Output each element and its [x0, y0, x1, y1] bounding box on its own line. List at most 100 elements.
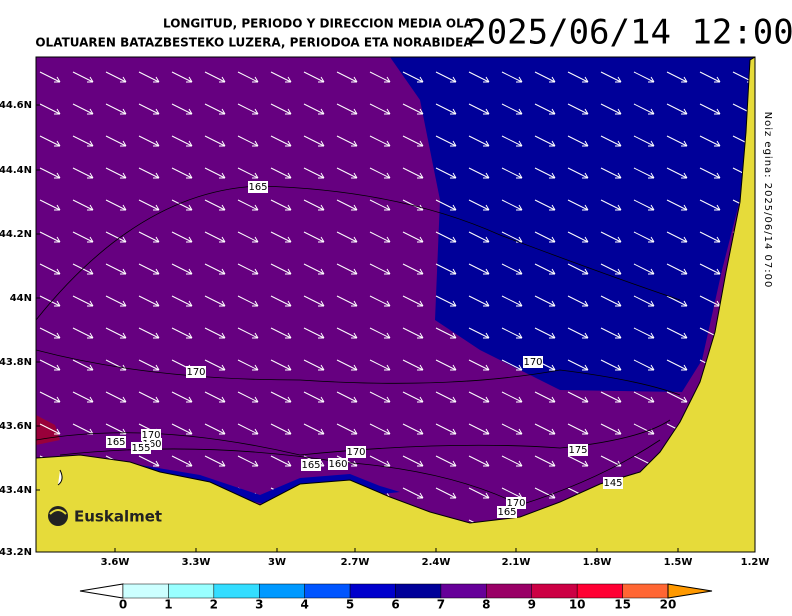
contour-label-bg: [523, 356, 543, 368]
arrow: [468, 327, 490, 339]
logo-text: Euskalmet: [74, 508, 162, 526]
arrow: [402, 327, 424, 339]
sea-blue: [390, 57, 755, 392]
arrow: [105, 231, 127, 243]
arrow: [204, 391, 226, 403]
arrow: [303, 327, 325, 339]
arrow: [633, 71, 655, 83]
arrow: [171, 263, 193, 275]
arrow: [666, 231, 688, 243]
arrow: [633, 359, 655, 371]
contour-label-bg: [186, 366, 206, 378]
arrow: [336, 263, 358, 275]
colorbar-label: 1: [164, 598, 172, 612]
arrow: [699, 71, 721, 83]
colorbar-label: 6: [391, 598, 399, 612]
arrow: [105, 263, 127, 275]
arrow: [72, 103, 94, 115]
arrow: [72, 71, 94, 83]
lat-label: 43.2N: [0, 547, 32, 558]
arrow: [138, 199, 160, 211]
arrow: [204, 199, 226, 211]
contour-label: 145: [603, 478, 622, 489]
arrow: [237, 455, 259, 467]
arrow: [270, 263, 292, 275]
arrow: [270, 295, 292, 307]
arrow: [303, 135, 325, 147]
arrow: [105, 199, 127, 211]
colorbar-high: [667, 583, 713, 599]
contour-label-bg: [568, 444, 588, 456]
arrow: [435, 327, 457, 339]
arrow: [468, 487, 490, 499]
arrow: [633, 423, 655, 435]
arrow: [567, 103, 589, 115]
logo-mark: [49, 509, 67, 515]
arrow: [237, 263, 259, 275]
arrow: [567, 199, 589, 211]
arrow: [336, 231, 358, 243]
arrow: [501, 103, 523, 115]
arrow: [336, 391, 358, 403]
lat-label: 44.6N: [0, 100, 32, 111]
arrow: [72, 135, 94, 147]
arrow: [270, 199, 292, 211]
arrow: [171, 391, 193, 403]
arrow: [105, 167, 127, 179]
arrow: [105, 71, 127, 83]
arrow: [39, 167, 61, 179]
arrow: [237, 135, 259, 147]
arrow: [138, 455, 160, 467]
colorbar-cell: [486, 583, 533, 599]
arrow: [402, 359, 424, 371]
arrow: [138, 359, 160, 371]
title-line2: OLATUAREN BATAZBESTEKO LUZERA, PERIODOA …: [35, 36, 473, 50]
arrow: [435, 263, 457, 275]
arrow: [534, 263, 556, 275]
arrow: [171, 327, 193, 339]
arrow: [72, 167, 94, 179]
arrow: [633, 231, 655, 243]
contour-label: 165: [497, 507, 516, 518]
colorbar-cell: [259, 583, 305, 599]
arrow: [534, 423, 556, 435]
arrow: [336, 359, 358, 371]
arrow: [336, 327, 358, 339]
arrow: [237, 391, 259, 403]
arrow: [204, 167, 226, 179]
arrow: [171, 167, 193, 179]
arrow: [600, 103, 622, 115]
arrow: [435, 391, 457, 403]
arrow: [600, 199, 622, 211]
arrow: [666, 359, 688, 371]
arrow: [138, 295, 160, 307]
arrow: [138, 391, 160, 403]
arrow: [468, 423, 490, 435]
arrow: [270, 423, 292, 435]
arrow: [237, 327, 259, 339]
arrow: [501, 327, 523, 339]
arrow: [633, 327, 655, 339]
arrow: [666, 295, 688, 307]
arrow: [468, 455, 490, 467]
arrow: [666, 103, 688, 115]
lat-label: 44N: [10, 293, 32, 304]
datetime: 2025/06/14 12:00: [466, 13, 792, 53]
lat-label: 44.2N: [0, 229, 32, 240]
arrow: [435, 199, 457, 211]
colorbar-label: 3: [255, 598, 263, 612]
arrow: [468, 71, 490, 83]
colorbar-label: 20: [660, 598, 677, 612]
contour-label-bg: [328, 458, 348, 470]
arrow: [699, 103, 721, 115]
arrow: [138, 167, 160, 179]
arrow: [204, 295, 226, 307]
arrow: [39, 231, 61, 243]
contour-label: 170: [186, 367, 205, 378]
arrow: [534, 71, 556, 83]
arrow: [567, 135, 589, 147]
arrow: [501, 135, 523, 147]
map-area: [36, 57, 755, 552]
arrow: [39, 71, 61, 83]
arrow: [105, 295, 127, 307]
